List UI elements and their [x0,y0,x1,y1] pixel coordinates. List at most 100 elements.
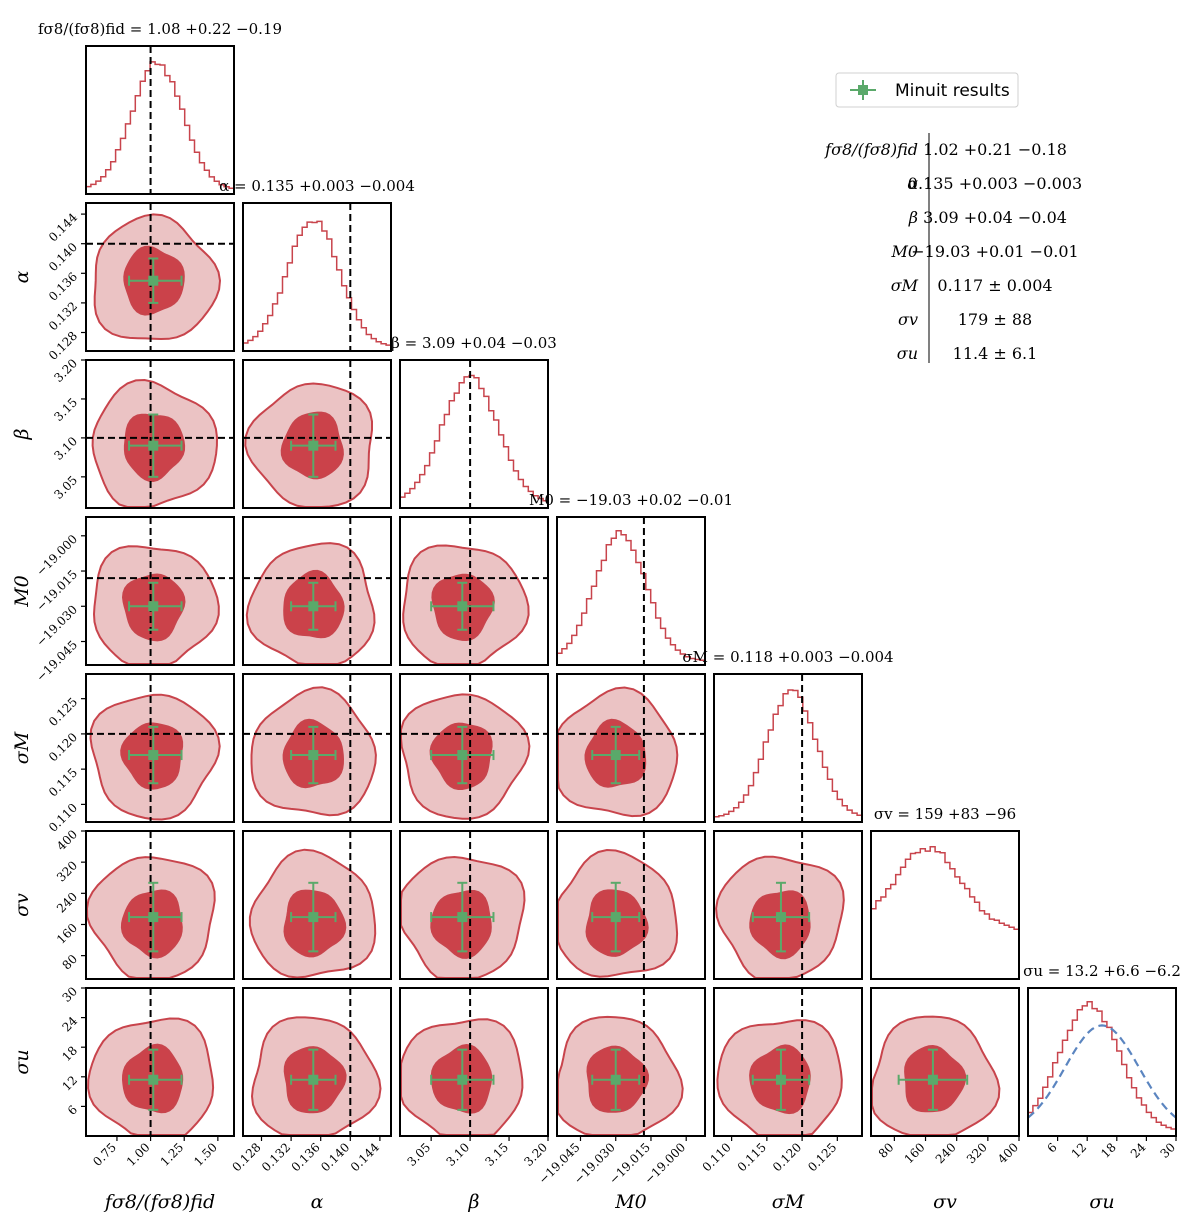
histogram-3 [556,530,705,664]
panel-frame-6-0 [85,987,235,1137]
minuit-point-2-1 [308,440,319,451]
yaxis-label-5: σv [11,893,33,917]
ytick-label-4: 0.120 [46,730,80,764]
yaxis-label-1: α [11,270,33,283]
ytick-label-4: 0.115 [46,765,80,799]
histogram-6 [1027,1000,1176,1135]
panel-frame-5-0 [85,830,235,980]
legend: Minuit results [835,72,1019,108]
ytick-label-1: 0.136 [46,270,80,304]
panel-frame-3-3 [556,516,706,666]
minuit-point-3-1 [308,601,319,612]
minuit-point-5-2 [457,912,468,923]
minuit-point-5-3 [610,912,621,923]
minuit-point-3-0 [148,601,159,612]
diag-title-0: fσ8/(fσ8)fid = 1.08 +0.22 −0.19 [38,20,282,38]
xaxis-label-3: M0 [614,1191,647,1213]
diag-title-6: σu = 13.2 +6.6 −6.2 [1023,962,1181,980]
xaxis-label-5: σv [933,1191,957,1213]
xtick-label-4: 0.125 [805,1140,839,1174]
xtick-label-5: 80 [876,1140,897,1161]
xtick-label-5: 400 [995,1140,1021,1166]
legend-marker [858,85,868,95]
ytick-label-5: 320 [54,858,80,884]
ytick-label-5: 80 [59,952,80,973]
panel-frame-4-0 [85,673,235,823]
xtick-label-1: 0.136 [289,1140,323,1174]
contour-inner-5-0 [120,889,183,959]
minuit-point-6-3 [610,1074,621,1085]
xtick-label-2: 3.15 [482,1140,511,1169]
panel-frame-1-1 [242,202,392,352]
ytick-label-1: 0.144 [46,210,80,244]
diag-title-4: σM = 0.118 +0.003 −0.004 [682,648,893,666]
panel-frame-5-3 [556,830,706,980]
xtick-label-2: 3.05 [404,1140,433,1169]
panel-frame-6-5 [870,987,1020,1137]
panel-frame-0-0 [85,45,235,195]
table-param-5: σv [898,310,918,329]
xtick-label-6: 30 [1157,1140,1178,1161]
panel-frame-6-1 [242,987,392,1137]
table-param-3: M0 [890,242,918,261]
minuit-point-1-0 [148,275,159,286]
histogram-5 [870,845,1019,978]
minuit-point-2-0 [148,440,159,451]
diag-title-3: M0 = −19.03 +0.02 −0.01 [529,491,733,509]
ytick-label-4: 0.125 [46,695,80,729]
ytick-label-2: 3.05 [51,473,80,502]
minuit-point-6-0 [148,1074,159,1085]
ytick-label-4: 0.110 [46,801,80,835]
table-param-0: fσ8/(fσ8)fid [824,140,918,159]
ytick-label-1: 0.128 [46,329,80,363]
panel-frame-1-0 [85,202,235,352]
minuit-point-6-1 [308,1074,319,1085]
table-value-3: −19.03 +0.01 −0.01 [911,242,1078,261]
contour-inner-5-3 [585,889,649,957]
diag-title-2: β = 3.09 +0.04 −0.03 [391,334,557,352]
xtick-label-2: 3.20 [521,1140,550,1169]
table-value-1: 0.135 +0.003 −0.003 [908,174,1082,193]
panel-frame-3-2 [399,516,549,666]
xtick-label-0: 0.75 [90,1140,119,1169]
contour-inner-5-1 [283,889,347,958]
ytick-label-1: 0.140 [46,240,80,274]
panel-frame-4-2 [399,673,549,823]
table-param-2: β [908,208,918,227]
panel-frame-3-1 [242,516,392,666]
minuit-point-4-1 [308,750,319,761]
ytick-label-6: 30 [59,984,80,1005]
diag-title-1: α = 0.135 +0.003 −0.004 [219,177,415,195]
ytick-label-2: 3.10 [51,434,80,463]
table-param-6: σu [897,344,918,363]
xtick-label-0: 1.00 [124,1140,153,1169]
ytick-label-6: 24 [59,1014,80,1035]
minuit-point-5-4 [775,912,786,923]
xtick-label-6: 24 [1128,1140,1149,1161]
xtick-label-1: 0.140 [318,1140,352,1174]
panel-frame-6-4 [713,987,863,1137]
minuit-point-4-2 [457,750,468,761]
legend-label: Minuit results [895,81,1010,101]
xtick-label-5: 240 [933,1140,959,1166]
xtick-label-0: 1.50 [191,1140,220,1169]
table-value-2: 3.09 +0.04 −0.04 [923,208,1067,227]
table-param-1: α [907,174,918,193]
legend-box [835,72,1019,108]
panel-frame-4-1 [242,673,392,823]
ytick-label-2: 3.15 [51,395,80,424]
panel-frame-6-2 [399,987,549,1137]
table-value-5: 179 ± 88 [958,310,1032,329]
xtick-label-4: 0.120 [770,1140,804,1174]
xtick-label-1: 0.128 [229,1140,263,1174]
minuit-point-6-2 [457,1074,468,1085]
minuit-point-6-5 [927,1074,938,1085]
xtick-label-6: 6 [1044,1140,1059,1155]
xtick-label-6: 12 [1069,1140,1090,1161]
minuit-point-5-0 [148,912,159,923]
xtick-label-1: 0.132 [259,1140,293,1174]
panel-frame-5-1 [242,830,392,980]
xaxis-label-2: β [468,1191,480,1213]
